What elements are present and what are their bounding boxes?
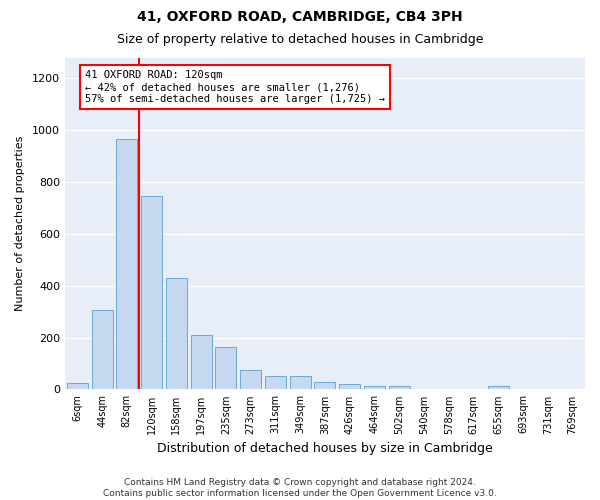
Bar [339, 384, 360, 390]
Bar [67, 383, 88, 390]
Bar [314, 382, 335, 390]
Text: Size of property relative to detached houses in Cambridge: Size of property relative to detached ho… [117, 32, 483, 46]
Y-axis label: Number of detached properties: Number of detached properties [15, 136, 25, 311]
Text: 41 OXFORD ROAD: 120sqm
← 42% of detached houses are smaller (1,276)
57% of semi-: 41 OXFORD ROAD: 120sqm ← 42% of detached… [85, 70, 385, 104]
Bar [116, 139, 137, 390]
Bar [488, 386, 509, 390]
Bar [389, 386, 410, 390]
Bar [141, 196, 162, 390]
Bar [265, 376, 286, 390]
Bar [215, 346, 236, 390]
Bar [290, 376, 311, 390]
Bar [191, 335, 212, 390]
Text: Contains HM Land Registry data © Crown copyright and database right 2024.
Contai: Contains HM Land Registry data © Crown c… [103, 478, 497, 498]
Bar [364, 386, 385, 390]
Bar [240, 370, 261, 390]
Bar [92, 310, 113, 390]
Text: 41, OXFORD ROAD, CAMBRIDGE, CB4 3PH: 41, OXFORD ROAD, CAMBRIDGE, CB4 3PH [137, 10, 463, 24]
Bar [166, 278, 187, 390]
X-axis label: Distribution of detached houses by size in Cambridge: Distribution of detached houses by size … [157, 442, 493, 455]
